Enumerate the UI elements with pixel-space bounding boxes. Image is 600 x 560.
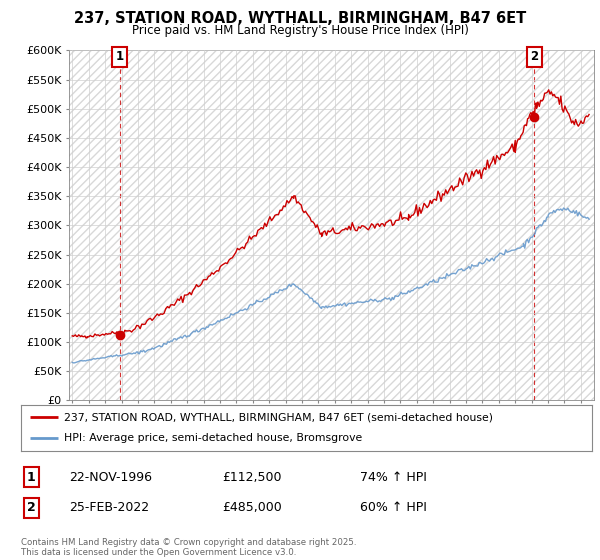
Text: 60% ↑ HPI: 60% ↑ HPI [360, 501, 427, 515]
Text: Contains HM Land Registry data © Crown copyright and database right 2025.
This d: Contains HM Land Registry data © Crown c… [21, 538, 356, 557]
Text: 74% ↑ HPI: 74% ↑ HPI [360, 470, 427, 484]
Text: 1: 1 [27, 470, 36, 484]
Text: 237, STATION ROAD, WYTHALL, BIRMINGHAM, B47 6ET (semi-detached house): 237, STATION ROAD, WYTHALL, BIRMINGHAM, … [64, 412, 493, 422]
Text: 22-NOV-1996: 22-NOV-1996 [69, 470, 152, 484]
Text: £112,500: £112,500 [222, 470, 281, 484]
Text: 237, STATION ROAD, WYTHALL, BIRMINGHAM, B47 6ET: 237, STATION ROAD, WYTHALL, BIRMINGHAM, … [74, 11, 526, 26]
Text: 1: 1 [116, 50, 124, 63]
Text: 2: 2 [530, 50, 538, 63]
Text: Price paid vs. HM Land Registry's House Price Index (HPI): Price paid vs. HM Land Registry's House … [131, 24, 469, 36]
Text: HPI: Average price, semi-detached house, Bromsgrove: HPI: Average price, semi-detached house,… [64, 433, 362, 444]
Text: 25-FEB-2022: 25-FEB-2022 [69, 501, 149, 515]
Text: £485,000: £485,000 [222, 501, 282, 515]
Text: 2: 2 [27, 501, 36, 515]
